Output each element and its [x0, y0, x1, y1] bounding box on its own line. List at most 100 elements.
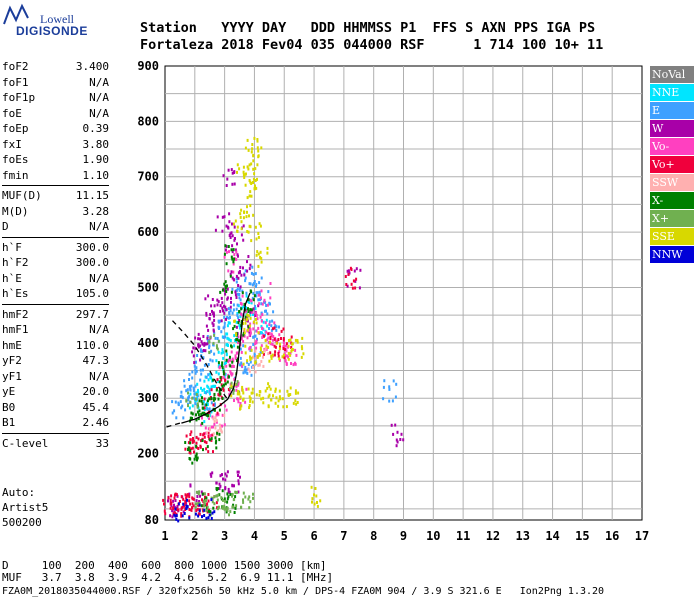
echo-point-sse	[274, 389, 277, 393]
echo-point-e	[217, 327, 220, 330]
echo-point-w	[359, 268, 362, 272]
echo-point-e	[268, 327, 270, 330]
echo-point-sse	[292, 348, 295, 352]
echo-point-sse	[248, 224, 251, 228]
echo-point-w	[224, 478, 227, 482]
echo-point-x	[191, 396, 194, 400]
echo-point-nnw	[205, 516, 208, 520]
echo-point-w	[231, 276, 234, 280]
echo-point-sse	[279, 397, 282, 401]
param-row: h`E N/A	[2, 272, 109, 286]
echo-point-sse	[246, 328, 249, 332]
echo-point-nnw	[210, 517, 213, 520]
echo-point-e	[270, 328, 273, 332]
echo-point-e	[214, 336, 217, 340]
echo-point-vo	[235, 388, 238, 392]
echo-point-w	[231, 222, 233, 226]
echo-point-x	[217, 493, 220, 497]
echo-point-x	[230, 381, 233, 385]
echo-point-e	[245, 368, 248, 372]
echo-point-vo	[355, 277, 358, 281]
echo-point-w	[173, 505, 176, 509]
echo-point-x	[187, 446, 190, 450]
echo-point-vo	[201, 416, 203, 420]
echo-point-vo	[354, 286, 357, 290]
echo-point-w	[197, 345, 200, 349]
echo-point-e	[271, 319, 274, 323]
echo-point-e	[194, 368, 197, 372]
echo-point-ssw	[220, 428, 223, 432]
echo-point-sse	[300, 345, 303, 349]
echo-point-nnw	[173, 513, 176, 517]
echo-point-x	[225, 262, 228, 266]
echo-point-sse	[236, 163, 239, 167]
echo-point-nnw	[177, 502, 180, 506]
echo-point-vo	[203, 406, 206, 410]
echo-point-vo	[216, 378, 219, 382]
echo-point-x	[205, 509, 208, 513]
echo-point-ssw	[260, 360, 263, 363]
echo-point-w	[199, 337, 201, 341]
echo-point-x	[231, 505, 234, 509]
echo-point-sse	[250, 356, 253, 360]
echo-point-vo	[249, 298, 252, 302]
echo-point-e	[213, 402, 216, 406]
param-row: foEp 0.39	[2, 122, 109, 136]
echo-point-sse	[242, 216, 245, 220]
echo-point-e	[252, 343, 255, 346]
echo-point-ssw	[219, 426, 222, 430]
echo-point-vo	[169, 506, 172, 510]
echo-point-w	[226, 287, 229, 291]
echo-point-vo	[294, 348, 297, 352]
echo-point-vo	[175, 493, 178, 497]
echo-point-w	[234, 290, 237, 294]
echo-point-vo	[231, 364, 234, 368]
echo-point-x	[250, 308, 253, 312]
echo-point-x	[215, 494, 218, 498]
echo-point-sse	[294, 391, 297, 395]
param-row: h`F 300.0	[2, 241, 109, 255]
echo-point-e	[394, 395, 397, 399]
echo-point-nne	[203, 379, 206, 383]
echo-point-ssw	[220, 430, 223, 434]
echo-point-vo	[210, 388, 213, 392]
echo-point-sse	[247, 148, 250, 152]
echo-point-x	[215, 446, 218, 450]
echo-point-x	[224, 382, 227, 386]
echo-point-sse	[257, 331, 260, 335]
echo-point-sse	[251, 391, 254, 395]
echo-point-e	[388, 385, 391, 389]
echo-point-vo	[267, 332, 270, 336]
echo-point-vo	[224, 404, 227, 408]
echo-point-x	[215, 439, 218, 443]
echo-point-vo	[282, 341, 285, 344]
echo-point-e	[244, 368, 247, 372]
echo-point-vo	[231, 357, 234, 361]
echo-point-vo	[255, 329, 258, 333]
echo-point-vo	[205, 441, 208, 445]
echo-point-vo	[163, 502, 165, 506]
echo-point-sse	[257, 232, 260, 235]
echo-point-w	[248, 267, 251, 271]
echo-point-x	[223, 507, 226, 511]
echo-point-sse	[261, 351, 264, 354]
x-tick-label: 15	[575, 529, 589, 543]
echo-point-ssw	[252, 365, 254, 369]
param-separator	[2, 303, 109, 305]
echo-point-vo	[174, 492, 177, 496]
echo-point-e	[267, 290, 270, 294]
legend-item: X+	[650, 210, 694, 227]
echo-point-w	[226, 177, 229, 181]
echo-point-sse	[277, 404, 280, 408]
echo-point-vo	[224, 378, 227, 382]
echo-point-ssw	[254, 370, 257, 374]
echo-point-nne	[215, 370, 218, 374]
echo-point-sse	[282, 405, 285, 409]
echo-point-x	[230, 255, 233, 259]
param-value: 3.400	[75, 60, 109, 73]
echo-point-vo	[235, 257, 238, 261]
echo-point-vo	[163, 509, 166, 513]
echo-point-w	[355, 267, 358, 271]
echo-point-nne	[189, 392, 192, 396]
echo-point-e	[249, 282, 252, 286]
